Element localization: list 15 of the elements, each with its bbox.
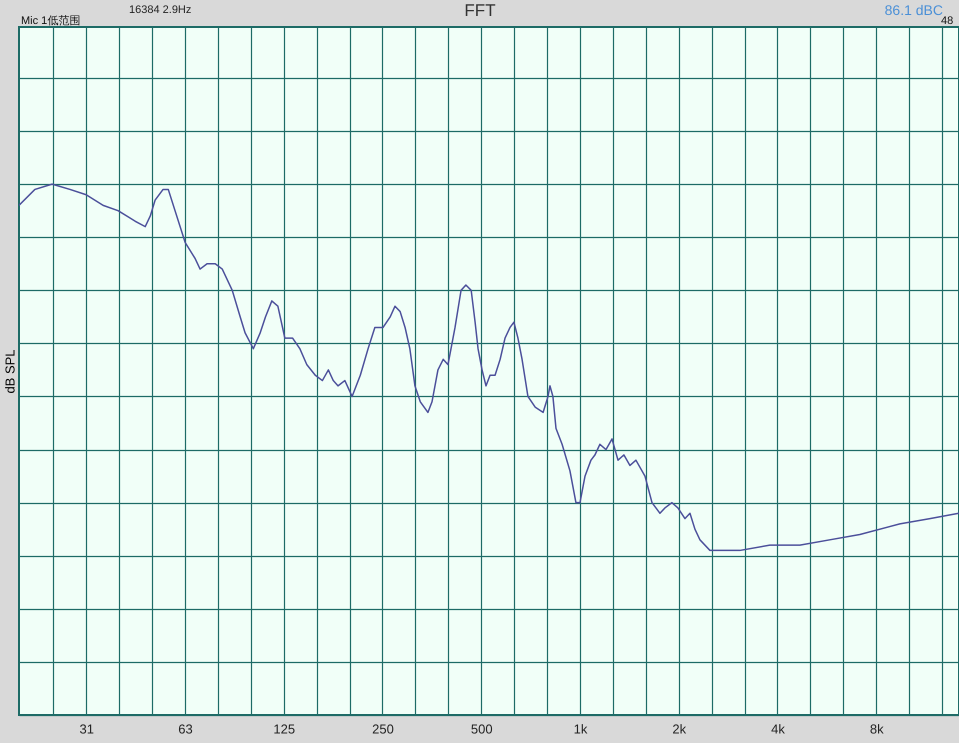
x-tick-label: 250 (372, 722, 394, 736)
x-tick-label: 4k (771, 722, 786, 736)
y-axis-title: dB SPL (2, 349, 18, 394)
chart-title: FFT (464, 1, 496, 20)
x-tick-label: 63 (178, 722, 193, 736)
x-tick-label: 31 (79, 722, 94, 736)
text: 16384 2.9Hz (129, 4, 192, 16)
x-tick-label: 8k (870, 722, 884, 736)
x-tick-label: 1k (574, 722, 588, 736)
x-tick-label: 2k (672, 722, 687, 736)
x-tick-label: 500 (470, 722, 493, 736)
x-tick-label: 125 (273, 722, 296, 736)
text: Mic 1低范围 (21, 14, 80, 27)
text: 48 (941, 15, 954, 27)
text: 86.1 dBC (884, 2, 943, 18)
